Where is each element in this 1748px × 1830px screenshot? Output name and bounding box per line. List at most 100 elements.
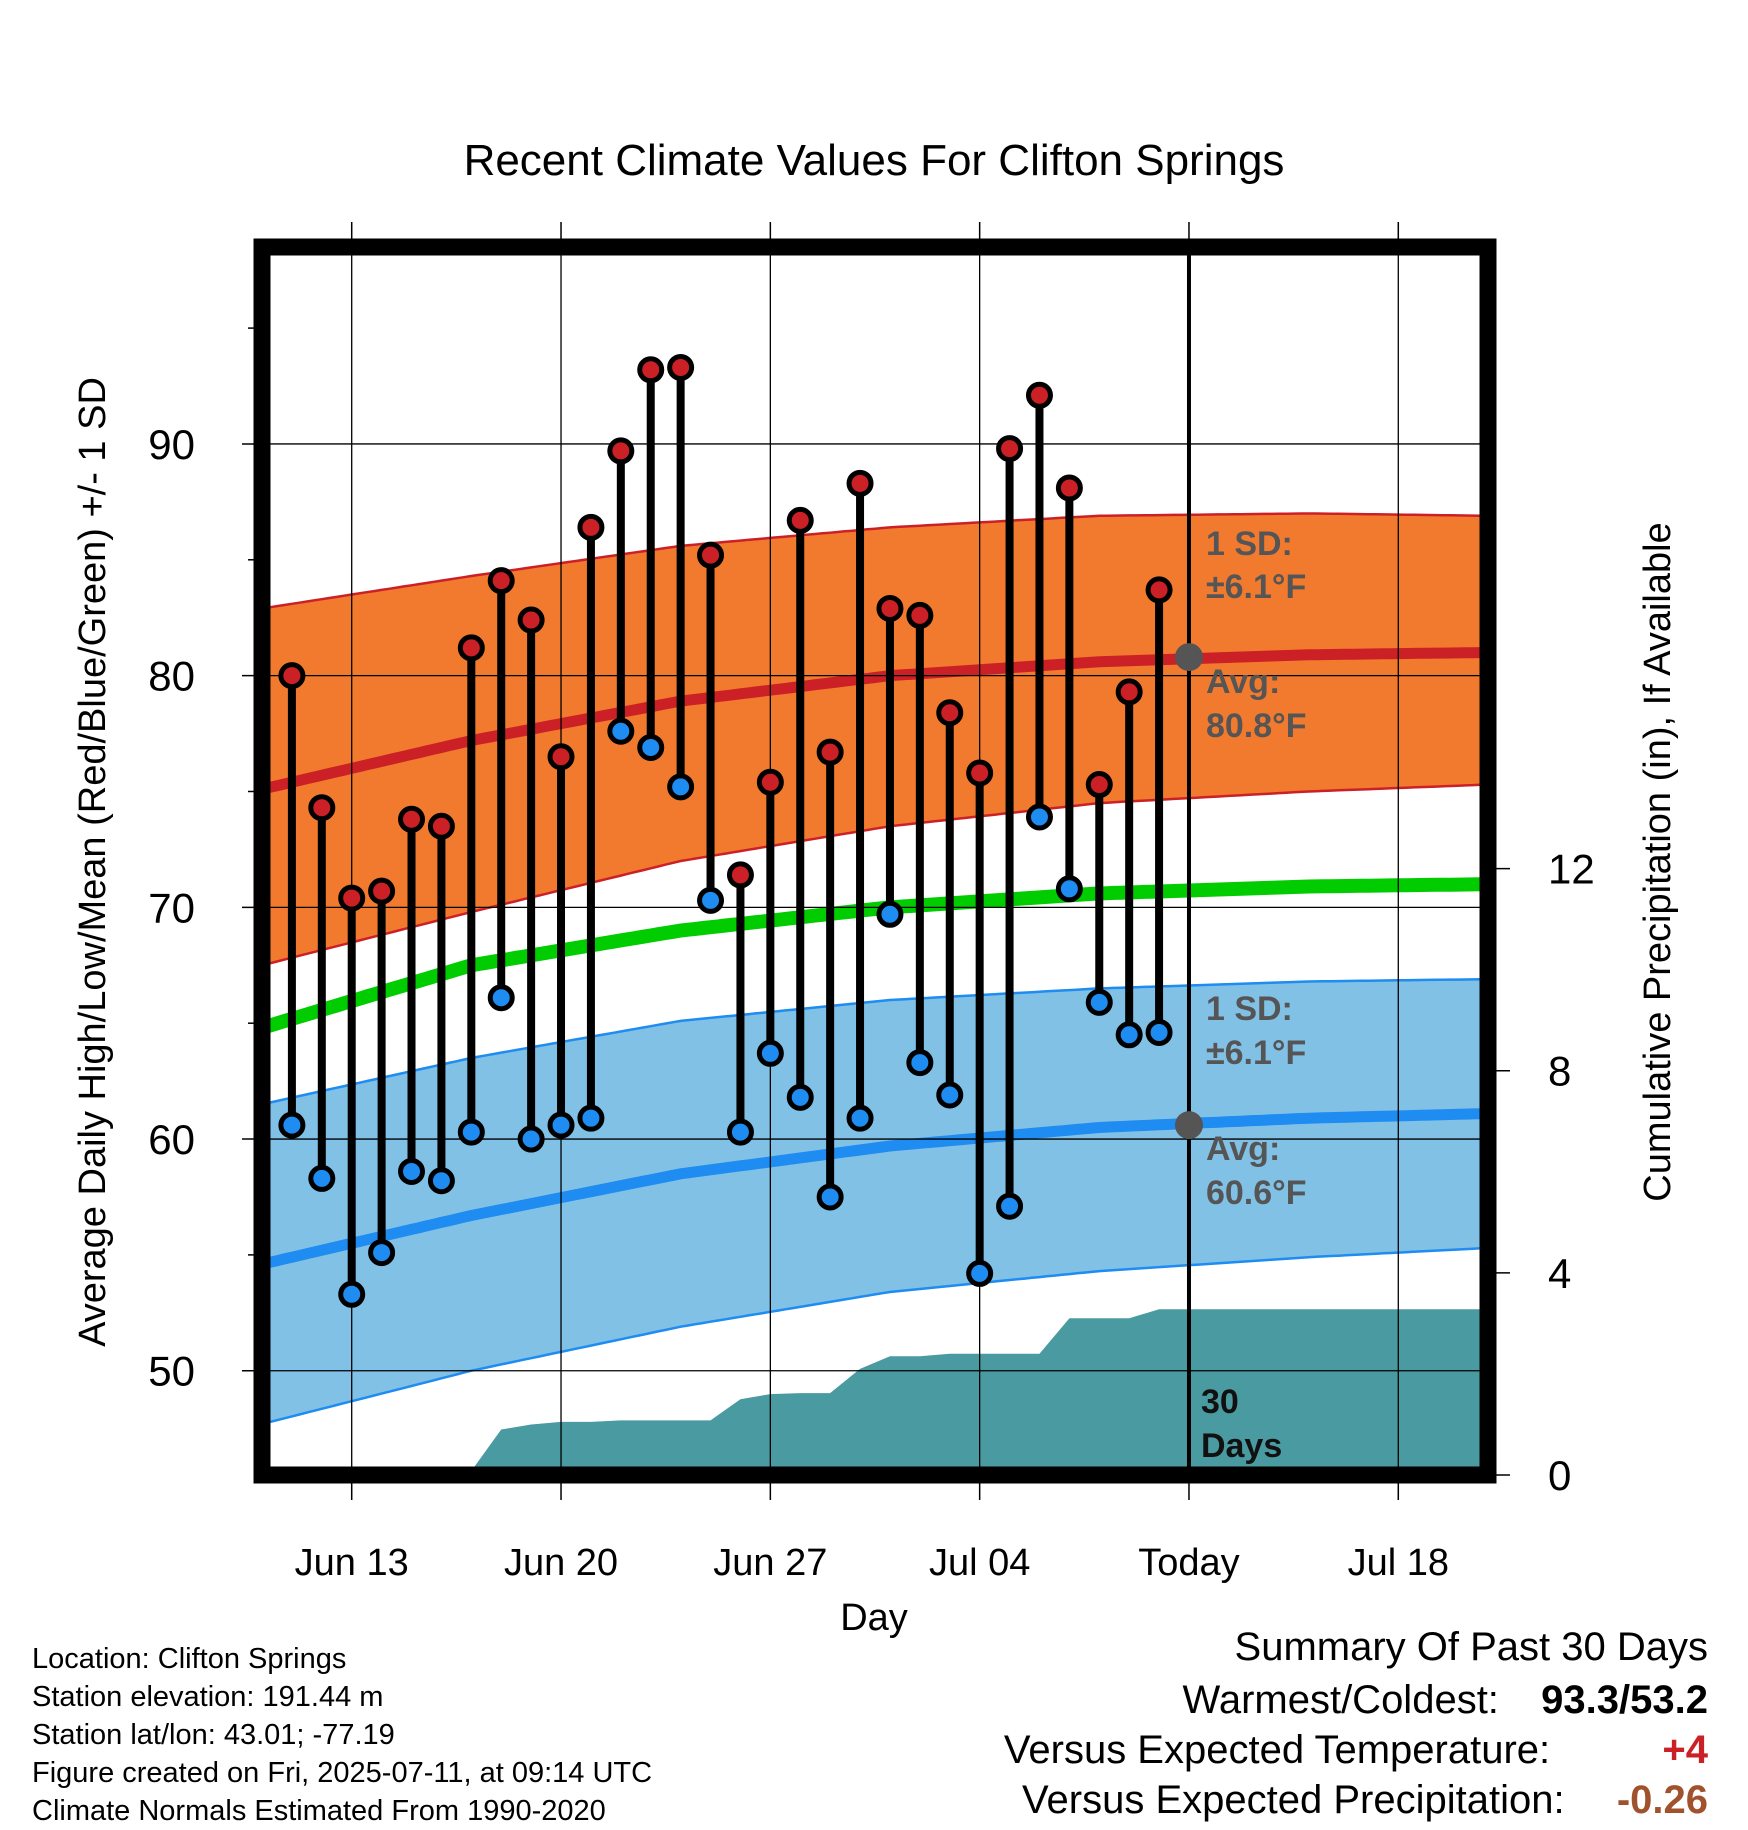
daily-high-point [876, 594, 904, 622]
daily-high-point [517, 606, 545, 634]
daily-high-point [846, 469, 874, 497]
y2-tick-label: 8 [1548, 1048, 1571, 1095]
plot-frame [253, 238, 1497, 1484]
daily-high-point [607, 437, 635, 465]
y2-axis-label: Cumulative Precipitation (in), If Availa… [1637, 522, 1679, 1201]
days-count-label: 30 [1201, 1383, 1239, 1421]
daily-low-point [1025, 803, 1053, 831]
plot-area: 1 SD: ±6.1°F Avg: 80.8°F 1 SD: ±6.1°F Avg: 60.6… [262, 247, 1488, 1475]
low-sd-lower-line [262, 1246, 1488, 1426]
daily-low-point [1115, 1021, 1143, 1049]
daily-high-point [786, 506, 814, 534]
y-tick-label: 80 [148, 653, 195, 700]
daily-low-point [1145, 1018, 1173, 1046]
daily-low-point [308, 1164, 336, 1192]
daily-low-point [667, 773, 695, 801]
x-tick-label: Jul 04 [929, 1542, 1030, 1584]
y-tick-label: 70 [148, 884, 195, 931]
daily-low-point [637, 733, 665, 761]
x-axis-label: Day [840, 1597, 908, 1639]
daily-high-point [966, 759, 994, 787]
daily-high-point [637, 356, 665, 384]
daily-high-point [1145, 576, 1173, 604]
daily-low-point [338, 1280, 366, 1308]
daily-high-point [457, 634, 485, 662]
days-word-label: Days [1201, 1427, 1282, 1465]
daily-high-point [487, 567, 515, 595]
daily-low-point [756, 1039, 784, 1067]
daily-high-point [936, 699, 964, 727]
daily-high-point [667, 353, 695, 381]
daily-low-point [697, 886, 725, 914]
x-tick-label: Today [1138, 1542, 1239, 1584]
high-sd-band [262, 513, 1488, 966]
temp-value: +4 [1662, 1728, 1708, 1772]
daily-low-point [547, 1111, 575, 1139]
high-sd-label: 1 SD: [1206, 525, 1293, 563]
high-avg-value: 80.8°F [1206, 707, 1307, 745]
daily-high-point [1085, 771, 1113, 799]
high-sd-lower-line [262, 783, 1488, 967]
precip-value: -0.26 [1616, 1778, 1708, 1822]
temp-label: Versus Expected Temperature: [1003, 1728, 1551, 1772]
low-sd-value: ±6.1°F [1206, 1034, 1306, 1072]
low-sd-label: 1 SD: [1206, 990, 1293, 1028]
daily-high-point [338, 884, 366, 912]
precip-label: Versus Expected Precipitation: [1022, 1778, 1565, 1822]
daily-low-point [517, 1125, 545, 1153]
mean-line [262, 877, 1488, 1035]
daily-high-point [577, 513, 605, 541]
daily-high-point [756, 768, 784, 796]
high-avg-label: Avg: [1206, 663, 1280, 701]
daily-low-point [1085, 988, 1113, 1016]
daily-high-point [697, 541, 725, 569]
low-sd-band [262, 979, 1488, 1424]
normals-text: Climate Normals Estimated From 1990-2020 [32, 1795, 606, 1827]
y-tick-label: 90 [148, 421, 195, 468]
daily-high-point [1025, 381, 1053, 409]
high-sd-upper-line [262, 512, 1488, 610]
summary-warm-cold: Warmest/Coldest: 93.3/53.2 [1183, 1678, 1708, 1723]
y-axis-label: Average Daily High/Low/Mean (Red/Blue/Gr… [72, 377, 114, 1347]
daily-low-point [726, 1118, 754, 1146]
location-text: Location: Clifton Springs [32, 1643, 347, 1675]
daily-low-point [278, 1111, 306, 1139]
daily-high-point [906, 601, 934, 629]
daily-high-point [278, 662, 306, 690]
y-tick-label: 50 [148, 1348, 195, 1395]
x-tick-label: Jun 13 [295, 1542, 409, 1584]
daily-low-point [846, 1104, 874, 1132]
daily-high-point [996, 435, 1024, 463]
daily-high-point [368, 877, 396, 905]
high-sd-value: ±6.1°F [1206, 568, 1306, 606]
high-mean-line [262, 647, 1488, 795]
daily-low-point [457, 1118, 485, 1146]
daily-low-point [936, 1081, 964, 1109]
low-avg-point [1174, 1111, 1203, 1140]
x-tick-label: Jun 27 [713, 1542, 827, 1584]
daily-low-point [577, 1104, 605, 1132]
y-tick-label: 60 [148, 1116, 195, 1163]
daily-low-point [816, 1183, 844, 1211]
low-avg-label: Avg: [1206, 1130, 1280, 1168]
daily-low-point [906, 1049, 934, 1077]
daily-low-point [966, 1259, 994, 1287]
daily-high-point [1055, 474, 1083, 502]
daily-high-point [816, 738, 844, 766]
high-avg-point [1174, 643, 1203, 672]
station-info: Location: Clifton Springs Station elevat… [32, 1640, 652, 1830]
daily-low-point [427, 1167, 455, 1195]
daily-low-point [1055, 875, 1083, 903]
low-sd-upper-line [262, 977, 1488, 1106]
daily-low-point [487, 984, 515, 1012]
y2-tick-label: 12 [1548, 846, 1595, 893]
daily-high-point [726, 861, 754, 889]
elevation-text: Station elevation: 191.44 m [32, 1681, 384, 1713]
daily-low-point [786, 1083, 814, 1111]
daily-high-point [398, 805, 426, 833]
latlon-text: Station lat/lon: 43.01; -77.19 [32, 1719, 395, 1751]
warm-cold-value: 93.3/53.2 [1541, 1678, 1708, 1722]
x-tick-label: Jun 20 [504, 1542, 618, 1584]
daily-high-point [1115, 678, 1143, 706]
daily-high-point [427, 812, 455, 840]
